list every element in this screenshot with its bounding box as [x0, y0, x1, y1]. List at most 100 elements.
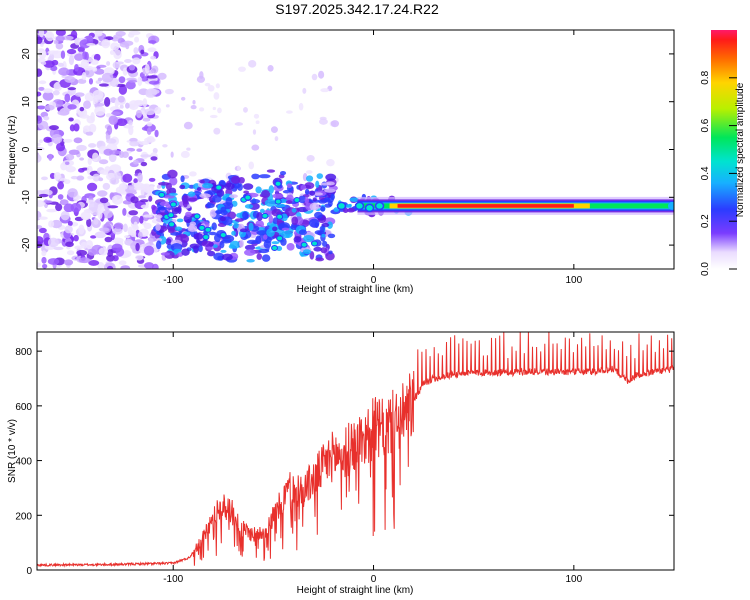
cluster-blob — [291, 208, 297, 213]
sparse-blob — [165, 104, 170, 108]
cluster-bright-spot — [271, 244, 279, 251]
noise-blob — [96, 203, 105, 214]
cluster-blob — [281, 227, 290, 231]
noise-blob — [86, 43, 96, 47]
cluster-blob — [259, 208, 265, 214]
noise-blob — [38, 227, 47, 234]
sparse-blob — [252, 129, 257, 135]
noise-blob — [119, 104, 124, 109]
cluster-blob — [158, 230, 165, 234]
cluster-blob — [258, 249, 270, 254]
noise-blob — [55, 203, 63, 212]
cluster-bright-spot — [193, 213, 201, 220]
noise-blob — [137, 172, 143, 183]
noise-blob — [132, 57, 141, 65]
colorbar-tick-label: 0.6 — [700, 118, 711, 132]
cluster-blob — [263, 234, 268, 240]
sparse-blob — [302, 87, 307, 94]
cluster-blob — [216, 189, 225, 197]
noise-blob — [41, 250, 47, 257]
cluster-blob — [199, 179, 205, 184]
tone-line-node — [336, 201, 347, 211]
noise-blob — [93, 217, 99, 225]
noise-blob — [111, 195, 123, 205]
x-tick-label: 100 — [565, 275, 582, 286]
cluster-blob — [239, 239, 244, 248]
cluster-blob — [258, 174, 271, 179]
cluster-blob — [293, 236, 302, 243]
noise-blob — [59, 199, 69, 206]
tone-line-node — [364, 203, 375, 213]
noise-blob — [137, 195, 147, 199]
noise-blob — [80, 211, 92, 221]
noise-blob — [38, 193, 49, 198]
cluster-blob — [180, 234, 190, 243]
noise-blob — [79, 114, 90, 119]
colorbar-gradient — [711, 30, 737, 269]
cluster-blob — [304, 188, 310, 195]
noise-blob — [130, 229, 137, 238]
noise-blob — [57, 62, 64, 67]
noise-blob — [98, 159, 109, 165]
noise-blob — [98, 247, 109, 256]
noise-blob — [147, 47, 157, 53]
noise-blob — [138, 140, 150, 146]
colorbar-tick-label: 0.0 — [700, 262, 711, 276]
noise-blob — [38, 86, 45, 91]
cluster-blob — [214, 233, 222, 243]
noise-blob — [94, 106, 106, 117]
noise-blob — [137, 231, 143, 239]
noise-blob — [130, 196, 139, 204]
spectrogram-ylabel: Frequency (Hz) — [7, 116, 18, 185]
cluster-blob — [189, 243, 200, 249]
noise-blob — [68, 55, 75, 66]
noise-blob — [118, 84, 128, 95]
noise-blob — [85, 131, 94, 136]
cluster-blob — [325, 252, 335, 261]
cluster-blob — [309, 190, 316, 196]
noise-blob — [49, 125, 59, 131]
noise-blob — [113, 222, 124, 230]
cluster-blob — [328, 250, 333, 255]
noise-blob — [37, 105, 46, 110]
noise-blob — [136, 148, 143, 152]
noise-blob — [92, 152, 99, 162]
noise-blob — [67, 220, 73, 227]
noise-blob — [73, 123, 80, 132]
noise-blob — [37, 115, 43, 124]
spectrogram-xlabel: Height of straight line (km) — [297, 284, 414, 295]
cluster-blob — [272, 226, 278, 232]
cluster-blob — [304, 196, 309, 205]
tone-line-node — [374, 201, 385, 211]
cluster-blob — [321, 233, 326, 238]
noise-blob — [66, 250, 75, 256]
cluster-blob — [327, 200, 333, 207]
cluster-blob — [280, 230, 293, 239]
cluster-blob — [166, 189, 171, 195]
noise-blob — [129, 137, 138, 143]
noise-blob — [67, 87, 77, 91]
noise-blob — [53, 82, 61, 90]
noise-blob — [101, 209, 113, 219]
noise-blob — [50, 219, 63, 229]
cluster-blob — [316, 173, 324, 180]
noise-blob — [128, 210, 139, 216]
noise-blob — [116, 118, 128, 127]
cluster-blob — [324, 188, 336, 193]
noise-blob — [122, 173, 133, 183]
noise-blob — [118, 76, 126, 84]
cluster-blob — [224, 182, 235, 190]
cluster-blob — [242, 183, 254, 190]
snr-y-tick-label: 400 — [15, 457, 32, 468]
cluster-blob — [313, 246, 322, 252]
noise-blob — [67, 188, 78, 198]
noise-blob — [98, 227, 110, 232]
noise-blob — [73, 197, 79, 202]
cluster-blob — [167, 169, 178, 179]
noise-blob — [88, 123, 97, 133]
noise-blob — [37, 262, 41, 268]
sparse-blob — [189, 171, 197, 177]
cluster-bright-spot — [169, 201, 177, 208]
